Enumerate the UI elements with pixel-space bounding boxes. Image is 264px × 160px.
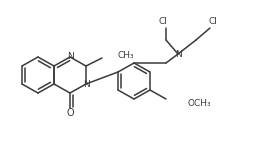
Text: N: N (67, 52, 73, 60)
Text: N: N (175, 49, 181, 59)
Text: O: O (66, 108, 74, 118)
Text: CH₃: CH₃ (117, 51, 134, 60)
Text: N: N (83, 80, 89, 88)
Text: Cl: Cl (159, 16, 167, 25)
Text: Cl: Cl (209, 16, 218, 25)
Text: OCH₃: OCH₃ (187, 99, 211, 108)
